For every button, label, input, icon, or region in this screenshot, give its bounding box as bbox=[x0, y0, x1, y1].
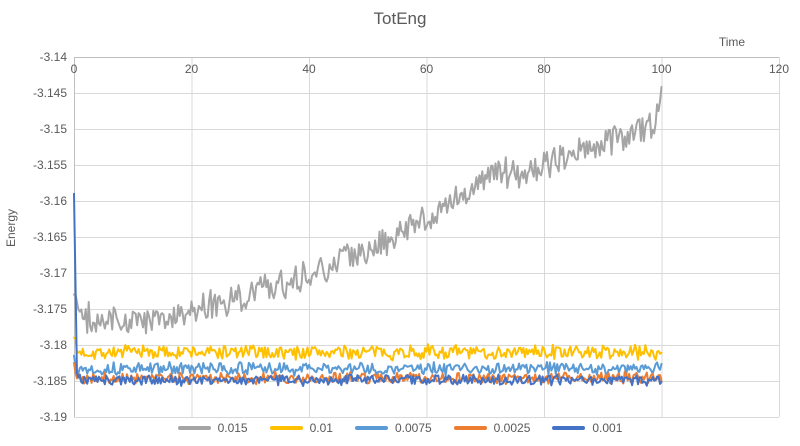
series-line-0.015[interactable] bbox=[73, 85, 663, 335]
x-tick-label: 20 bbox=[185, 62, 199, 76]
legend-item-0.0075[interactable]: 0.0075 bbox=[354, 421, 432, 435]
series-line-0.01[interactable] bbox=[73, 336, 663, 362]
legend-item-0.001[interactable]: 0.001 bbox=[552, 421, 622, 435]
y-tick-label: -3.185 bbox=[33, 374, 67, 388]
legend-label: 0.0025 bbox=[493, 421, 531, 435]
x-tick-label: 80 bbox=[537, 62, 551, 76]
x-tick-label: 0 bbox=[71, 62, 78, 76]
y-tick-label: -3.15 bbox=[40, 122, 68, 136]
x-tick-label: 40 bbox=[302, 62, 316, 76]
y-tick-label: -3.18 bbox=[40, 338, 68, 352]
x-tick-label: 100 bbox=[651, 62, 671, 76]
y-tick-label: -3.16 bbox=[40, 194, 68, 208]
legend-label: 0.01 bbox=[309, 421, 333, 435]
legend-item-0.0025[interactable]: 0.0025 bbox=[453, 421, 531, 435]
series-line-0.0075[interactable] bbox=[73, 354, 663, 377]
x-tick-label: 120 bbox=[769, 62, 789, 76]
x-axis-title: Time bbox=[718, 35, 746, 49]
legend-label: 0.0075 bbox=[394, 421, 432, 435]
legend-item-0.01[interactable]: 0.01 bbox=[269, 421, 333, 435]
legend-item-0.015[interactable]: 0.015 bbox=[177, 421, 248, 435]
legend-line-icon bbox=[354, 426, 388, 430]
y-tick-label: -3.165 bbox=[33, 230, 67, 244]
legend: 0.015 0.01 0.0075 0.0025 0.001 bbox=[0, 416, 800, 440]
x-tick-label: 60 bbox=[420, 62, 434, 76]
x-tick-labels: 0 20 40 60 80 100 120 bbox=[71, 62, 790, 76]
legend-line-icon bbox=[269, 426, 303, 430]
chart-title: TotEng bbox=[373, 9, 427, 28]
legend-label: 0.001 bbox=[592, 421, 623, 435]
legend-label: 0.015 bbox=[217, 421, 248, 435]
series-lines bbox=[73, 85, 663, 387]
y-tick-label: -3.155 bbox=[33, 158, 67, 172]
y-tick-label: -3.19 bbox=[40, 410, 68, 424]
y-tick-labels: -3.14 -3.145 -3.15 -3.155 -3.16 -3.165 -3.17 -3… bbox=[33, 50, 67, 424]
y-tick-label: -3.145 bbox=[33, 86, 67, 100]
legend-line-icon bbox=[453, 426, 487, 430]
gridlines bbox=[74, 57, 780, 418]
legend-line-icon bbox=[552, 426, 586, 430]
y-tick-label: -3.17 bbox=[40, 266, 68, 280]
y-tick-label: -3.175 bbox=[33, 302, 67, 316]
y-tick-label: -3.14 bbox=[40, 50, 68, 64]
legend-line-icon bbox=[177, 426, 211, 430]
series-line-0.001[interactable] bbox=[73, 192, 663, 387]
